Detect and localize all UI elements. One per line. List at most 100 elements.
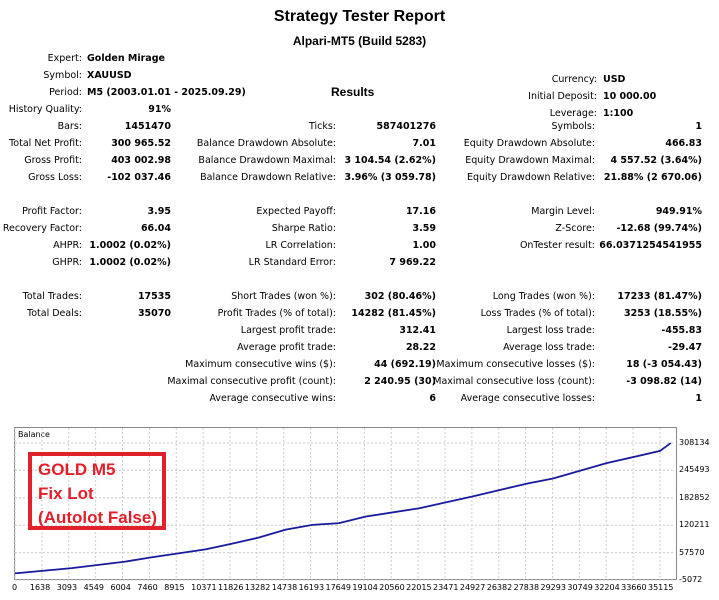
axis-tick-label: 1638: [29, 583, 51, 592]
axis-tick-label: 8915: [164, 583, 185, 592]
stat-label: Maximum consecutive losses ($):: [436, 359, 595, 370]
axis-tick-label: 3093: [56, 583, 78, 592]
chart-title: Balance: [18, 430, 50, 439]
annotation-box: GOLD M5 Fix Lot (Autolot False): [28, 452, 166, 530]
stat-label: LR Standard Error:: [248, 257, 336, 268]
axis-tick-label: 27838: [513, 583, 540, 592]
axis-tick-label: 20560: [379, 583, 405, 592]
stat-label: AHPR:: [53, 240, 82, 251]
axis-tick-label: 4549: [83, 583, 104, 592]
stat-label: History Quality:: [8, 104, 82, 115]
stat-label: Largest loss trade:: [506, 325, 595, 336]
stat-label: Total Net Profit:: [9, 138, 82, 149]
results-heading: Results: [331, 85, 375, 99]
axis-tick-label: 13282: [244, 583, 271, 592]
stat-label: Margin Level:: [531, 206, 595, 217]
stat-label: Balance Drawdown Absolute:: [196, 138, 336, 149]
stat-value: 302 (80.46%): [364, 291, 436, 302]
stat-label: Maximal consecutive profit (count):: [167, 376, 336, 387]
stat-label: Total Trades:: [22, 291, 82, 302]
field-label: Period:: [49, 87, 82, 98]
stat-value: 44 (692.19): [374, 359, 436, 370]
axis-tick-label: 29293: [540, 583, 566, 592]
stat-value: -12.68 (99.74%): [616, 223, 702, 234]
stat-value: 1.0002 (0.02%): [89, 257, 171, 268]
stat-value: 17535: [137, 291, 171, 302]
stat-value: 1.0002 (0.02%): [89, 240, 171, 251]
stat-value: -455.83: [661, 325, 702, 336]
field-value: USD: [603, 74, 626, 85]
axis-tick-label: 245493: [679, 465, 710, 475]
stat-label: LR Correlation:: [265, 240, 337, 251]
stat-value: 3 104.54 (2.62%): [344, 155, 436, 166]
stat-label: Profit Factor:: [22, 206, 82, 217]
axis-tick-label: 33660: [621, 583, 647, 592]
stat-value: 91%: [148, 104, 171, 115]
stat-value: 18 (-3 054.43): [626, 359, 702, 370]
stat-label: Bars:: [57, 121, 82, 132]
stat-label: Maximal consecutive loss (count):: [433, 376, 595, 387]
stat-value: 35070: [137, 308, 171, 319]
stat-value: 1451470: [124, 121, 171, 132]
stat-value: 1: [695, 121, 702, 132]
stat-value: 17233 (81.47%): [617, 291, 702, 302]
axis-tick-label: 57570: [679, 547, 705, 557]
field-value: Golden Mirage: [87, 53, 165, 64]
stat-label: OnTester result:: [519, 240, 595, 251]
stat-value: 7 969.22: [389, 257, 436, 268]
balance-line: [14, 442, 672, 575]
stat-value: 7.01: [412, 138, 436, 149]
stat-label: Largest profit trade:: [240, 325, 336, 336]
balance-chart: [14, 427, 677, 580]
stat-label: Average loss trade:: [503, 342, 595, 353]
stat-label: GHPR:: [52, 257, 82, 268]
axis-tick-label: 30749: [567, 583, 593, 592]
stat-label: Loss Trades (% of total):: [480, 308, 595, 319]
axis-tick-label: 11826: [218, 583, 244, 592]
axis-tick-label: -5072: [679, 575, 703, 584]
axis-tick-label: 10371: [191, 583, 217, 592]
field-value: 10 000.00: [603, 91, 657, 102]
stat-value: 28.22: [405, 342, 436, 353]
stat-label: Z-Score:: [555, 223, 595, 234]
stat-value: 312.41: [399, 325, 436, 336]
field-label: Leverage:: [549, 108, 597, 119]
axis-tick-label: 14738: [271, 583, 298, 592]
stat-value: 466.83: [665, 138, 702, 149]
stat-label: Equity Drawdown Absolute:: [463, 138, 595, 149]
stat-label: Average consecutive wins:: [209, 393, 336, 404]
annotation-line: GOLD M5: [38, 460, 116, 479]
stat-value: -3 098.82 (14): [626, 376, 702, 387]
field-label: Currency:: [551, 74, 597, 85]
field-label: Symbol:: [43, 70, 82, 81]
stat-value: -102 037.46: [107, 172, 171, 183]
stat-label: Recovery Factor:: [2, 223, 82, 234]
stat-label: Equity Drawdown Maximal:: [465, 155, 595, 166]
stat-label: Expected Payoff:: [256, 206, 336, 217]
stat-value: 2 240.95 (30): [364, 376, 436, 387]
axis-tick-label: 6004: [110, 583, 131, 592]
axis-tick-label: 16193: [298, 583, 325, 592]
axis-tick-label: 26382: [486, 583, 513, 592]
stat-value: 587401276: [376, 121, 437, 132]
stat-value: 4 557.52 (3.64%): [610, 155, 702, 166]
axis-tick-label: 19104: [352, 583, 378, 592]
stat-value: -29.47: [668, 342, 702, 353]
stat-value: 3.95: [147, 206, 171, 217]
axis-tick-label: 120211: [679, 520, 710, 530]
axis-tick-label: 22015: [406, 583, 432, 592]
stat-label: Equity Drawdown Relative:: [466, 172, 595, 183]
stat-value: 3.96% (3 059.78): [344, 172, 436, 183]
stat-label: Profit Trades (% of total):: [217, 308, 336, 319]
annotation-line: (Autolot False): [38, 508, 157, 527]
stat-value: 1.00: [412, 240, 436, 251]
stat-label: Average consecutive losses:: [460, 393, 595, 404]
stat-label: Ticks:: [308, 121, 336, 132]
field-value: M5 (2003.01.01 - 2025.09.29): [87, 87, 246, 98]
stat-label: Gross Loss:: [28, 172, 82, 183]
field-label: Expert:: [47, 53, 82, 64]
stat-value: 403 002.98: [111, 155, 171, 166]
stat-value: 14282 (81.45%): [351, 308, 436, 319]
stat-label: Long Trades (won %):: [492, 291, 595, 302]
axis-tick-label: 308134: [679, 438, 710, 447]
